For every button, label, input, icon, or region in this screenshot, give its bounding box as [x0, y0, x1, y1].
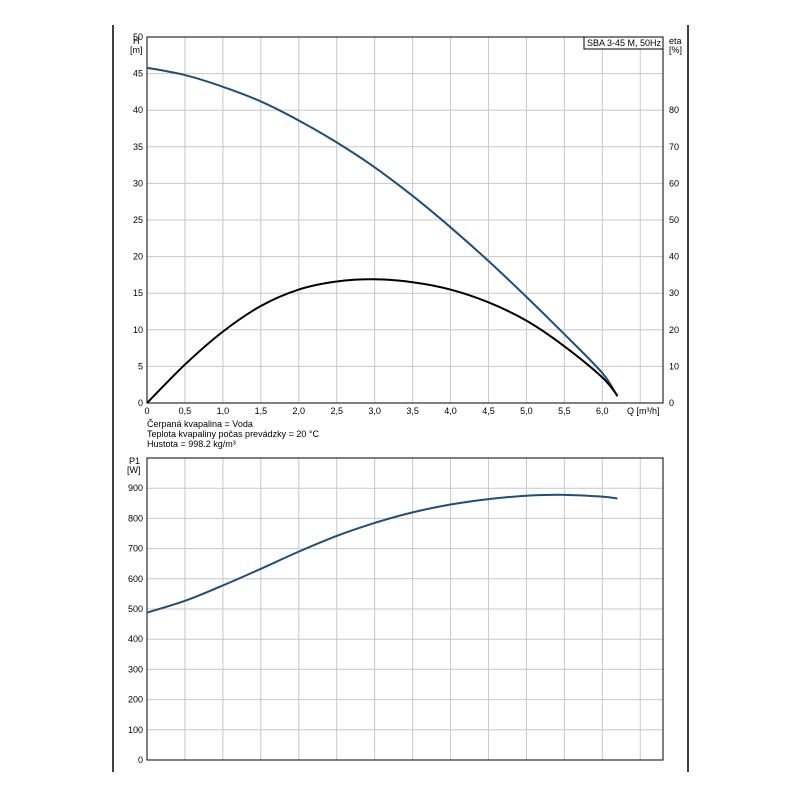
p1-tick-label: 0 — [138, 755, 143, 765]
info-line-fluid: Čerpaná kvapalina = Voda — [147, 419, 253, 429]
x-tick-label: 2,5 — [330, 406, 343, 416]
p1-tick-label: 500 — [128, 604, 143, 614]
x-tick-label: 5,0 — [520, 406, 533, 416]
chart-title: SBA 3-45 M, 50Hz — [587, 38, 662, 48]
power-chart: 0 100 200 300 400 500 600 700 800 900 P1 [W] — [127, 456, 664, 765]
y-axis-label-unit: [m] — [130, 45, 143, 55]
chart-title-box — [583, 36, 664, 50]
y2-tick-label: 80 — [669, 105, 679, 115]
x-tick-label: 6,0 — [596, 406, 609, 416]
y2-tick-label: 10 — [669, 361, 679, 371]
y-tick-label: 15 — [133, 288, 143, 298]
x-tick-label: 5,5 — [558, 406, 571, 416]
y2-axis-label-unit: [%] — [669, 45, 682, 55]
x-tick-label: 1,0 — [217, 406, 230, 416]
head-chart-frame — [146, 36, 664, 404]
y-tick-label: 10 — [133, 325, 143, 335]
y-tick-label: 35 — [133, 142, 143, 152]
efficiency-curve — [146, 278, 619, 404]
head-chart-grid — [147, 37, 663, 403]
head-chart-x-ticks: 0 0,5 1,0 1,5 2,0 2,5 3,0 3,5 4,0 4,5 5,0 5,5 6,0 — [144, 406, 608, 416]
y-tick-label: 0 — [138, 398, 143, 408]
head-efficiency-chart: 0 0,5 1,0 1,5 2,0 2,5 3,0 3,5 4,0 4,5 5,0 5,5 6,0 0 5… — [130, 32, 682, 416]
y2-tick-label: 0 — [669, 398, 674, 408]
y2-tick-label: 60 — [669, 178, 679, 188]
info-line-temperature: Teplota kvapaliny počas prevádzky = 20 °… — [147, 429, 319, 439]
y-axis-label-name: H — [133, 36, 140, 46]
x-axis-label: Q [m³/h] — [627, 406, 660, 416]
head-chart-series — [146, 66, 619, 404]
y-tick-label: 30 — [133, 178, 143, 188]
power-curve — [146, 493, 618, 614]
y2-tick-label: 70 — [669, 142, 679, 152]
p1-tick-label: 700 — [128, 544, 143, 554]
x-tick-label: 4,0 — [444, 406, 457, 416]
y-tick-label: 20 — [133, 252, 143, 262]
x-tick-label: 2,0 — [293, 406, 306, 416]
p1-axis-label-unit: [W] — [127, 465, 141, 475]
y-tick-label: 25 — [133, 215, 143, 225]
x-tick-label: 3,0 — [368, 406, 381, 416]
y-tick-label: 50 — [133, 32, 143, 42]
y2-tick-label: 30 — [669, 288, 679, 298]
x-tick-label: 4,5 — [482, 406, 495, 416]
p1-tick-label: 600 — [128, 574, 143, 584]
y2-tick-label: 50 — [669, 215, 679, 225]
p1-tick-label: 900 — [128, 483, 143, 493]
p1-tick-label: 100 — [128, 725, 143, 735]
y-tick-label: 40 — [133, 105, 143, 115]
x-tick-label: 1,5 — [255, 406, 268, 416]
power-chart-series — [146, 493, 618, 614]
fluid-info: Čerpaná kvapalina = Voda Teplota kvapali… — [147, 419, 319, 449]
power-chart-grid — [147, 458, 663, 760]
x-tick-label: 0 — [144, 406, 149, 416]
head-chart-y-ticks-right: 0 10 20 30 40 50 60 70 80 — [669, 105, 679, 408]
head-chart-y-ticks-left: 0 5 10 15 20 25 30 35 40 45 50 — [133, 32, 143, 408]
y2-tick-label: 20 — [669, 325, 679, 335]
power-chart-frame — [146, 457, 664, 761]
p1-tick-label: 800 — [128, 513, 143, 523]
y2-axis-label-name: eta — [669, 36, 682, 46]
p1-tick-label: 400 — [128, 634, 143, 644]
p1-tick-label: 300 — [128, 664, 143, 674]
p1-axis-label-name: P1 — [129, 456, 140, 466]
power-chart-y-ticks: 0 100 200 300 400 500 600 700 800 900 — [128, 483, 143, 765]
y-tick-label: 45 — [133, 69, 143, 79]
x-tick-label: 0,5 — [179, 406, 192, 416]
head-curve — [146, 66, 619, 397]
info-line-density: Hustota = 998.2 kg/m³ — [147, 439, 236, 449]
y2-tick-label: 40 — [669, 252, 679, 262]
p1-tick-label: 200 — [128, 695, 143, 705]
y-tick-label: 5 — [138, 361, 143, 371]
x-tick-label: 3,5 — [406, 406, 419, 416]
